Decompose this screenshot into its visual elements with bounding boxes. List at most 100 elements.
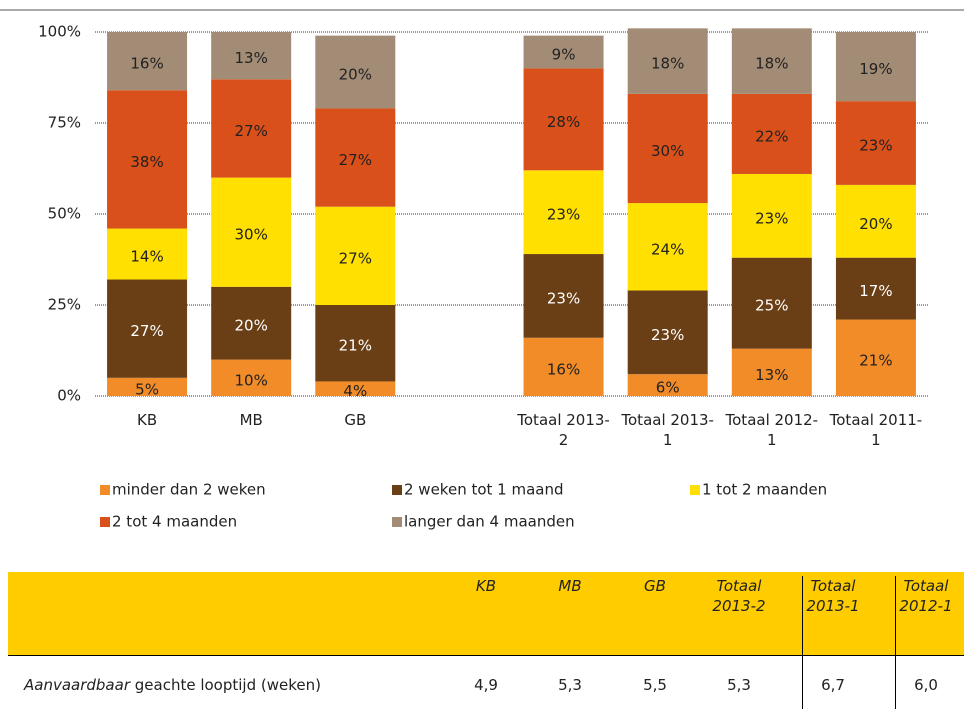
bar-segment [211, 286, 292, 360]
x-tick-label: GB [344, 411, 367, 429]
data-label: 4% [343, 382, 367, 400]
column-header: Totaal 2012-1 [899, 577, 953, 615]
chart: 0% 25% 50% 75% 100% 5% 27% 14% 38% 16% 10% 20% 30% 27… [0, 9, 964, 531]
legend-label: minder dan 2 weken [112, 481, 266, 499]
data-label: 23% [547, 206, 580, 224]
bar-segment [835, 184, 916, 258]
data-label: 25% [755, 297, 788, 315]
column-header: Totaal 2013-1 [806, 577, 860, 615]
bar-segment [731, 93, 812, 174]
bar-segment [107, 90, 188, 229]
y-tick-label: 50% [48, 205, 81, 223]
y-tick-label: 0% [57, 387, 81, 405]
bar-segment [315, 206, 396, 305]
bar-segment [315, 35, 396, 109]
cell: 5,3 [727, 676, 751, 694]
bar-segment [731, 173, 812, 258]
bar-segment [523, 170, 604, 255]
legend-label: 2 weken tot 1 maand [404, 481, 564, 499]
data-label: 23% [651, 326, 684, 344]
bar-segment [835, 319, 916, 396]
data-label: 14% [130, 248, 163, 266]
cell: 5,3 [558, 676, 582, 694]
cell: 6,0 [914, 676, 938, 694]
data-label: 10% [235, 371, 268, 389]
data-label: 23% [547, 289, 580, 307]
bar-segment [627, 374, 708, 396]
cell: 5,5 [643, 676, 667, 694]
legend-swatch [100, 485, 110, 495]
legend-swatch [690, 485, 700, 495]
column-rule [895, 576, 896, 709]
bar-segment [731, 28, 812, 94]
bar-segment [107, 228, 188, 280]
cell: 4,9 [474, 676, 498, 694]
bar-segment [315, 108, 396, 207]
bar-segment [731, 257, 812, 349]
bar-segment [731, 348, 812, 396]
table-header-band [8, 572, 964, 655]
data-label: 13% [235, 49, 268, 67]
column-header: GB [644, 577, 666, 595]
column-header: MB [558, 577, 582, 595]
data-label: 6% [656, 379, 680, 397]
x-tick-label: Totaal 2013-1 [621, 411, 714, 449]
data-label: 21% [859, 351, 892, 369]
y-tick-label: 25% [48, 296, 81, 314]
data-label: 20% [339, 66, 372, 84]
x-tick-label: MB [239, 411, 263, 429]
bar-segment [107, 32, 188, 91]
bar-segment [627, 28, 708, 94]
data-label: 22% [755, 127, 788, 145]
legend-swatch [392, 485, 402, 495]
bar-segment [211, 359, 292, 396]
data-label: 21% [339, 337, 372, 355]
data-label: 5% [135, 380, 159, 398]
data-label: 18% [755, 55, 788, 73]
column-header: Totaal 2013-2 [712, 577, 766, 615]
bar-segment [523, 337, 604, 396]
legend-swatch [392, 517, 402, 527]
data-label: 9% [552, 46, 576, 64]
column-rule [802, 576, 803, 709]
data-label: 24% [651, 240, 684, 258]
bar-segment [211, 177, 292, 287]
bar-segment [523, 68, 604, 171]
data-label: 38% [130, 153, 163, 171]
legend-label: langer dan 4 maanden [404, 513, 575, 531]
data-label: 30% [651, 142, 684, 160]
legend-label: 2 tot 4 maanden [112, 513, 237, 531]
data-label: 17% [859, 282, 892, 300]
bar-segment [211, 79, 292, 178]
data-label: 16% [547, 360, 580, 378]
column-header: KB [475, 577, 497, 595]
legend-swatch [100, 517, 110, 527]
bar-segment [835, 101, 916, 185]
data-label: 23% [755, 209, 788, 227]
data-label: 30% [235, 226, 268, 244]
bar-segment [211, 32, 292, 80]
data-label: 13% [755, 366, 788, 384]
bar-segment [627, 290, 708, 375]
bar-segment [835, 32, 916, 102]
cell: 6,7 [821, 676, 845, 694]
bar-segment [627, 203, 708, 291]
bar-segment [315, 305, 396, 382]
bar-segment [835, 257, 916, 320]
y-tick-label: 100% [38, 23, 81, 41]
x-tick-label: Totaal 2011-1 [829, 411, 923, 449]
data-label: 27% [339, 151, 372, 169]
row-label-text: geachte looptijd (weken) [134, 676, 321, 694]
data-label: 27% [339, 249, 372, 267]
data-label: 27% [235, 122, 268, 140]
data-label: 28% [547, 113, 580, 131]
bar-segment [107, 377, 188, 396]
data-label: 23% [859, 137, 892, 155]
x-tick-label: KB [136, 411, 158, 429]
data-label: 20% [235, 317, 268, 335]
data-label: 16% [130, 55, 163, 73]
bar-segment [523, 254, 604, 338]
header-rule [8, 655, 964, 656]
legend-label: 1 tot 2 maanden [702, 481, 827, 499]
